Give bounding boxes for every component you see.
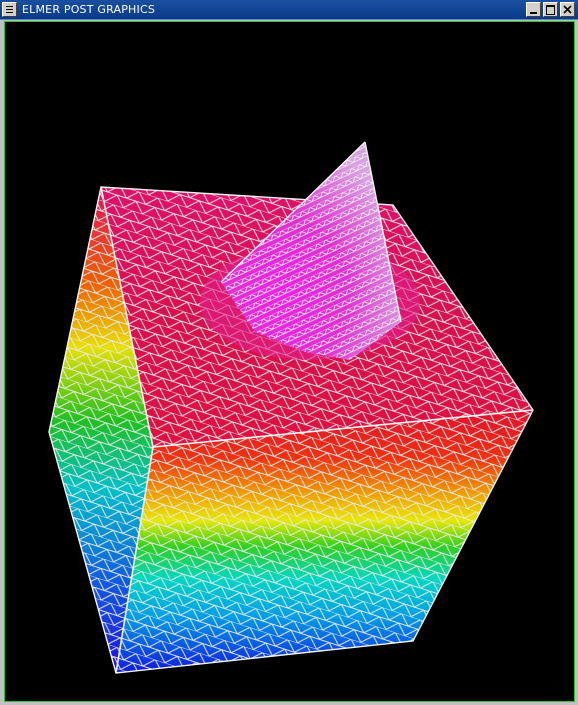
window-title: ELMER POST GRAPHICS xyxy=(22,3,156,16)
close-button[interactable] xyxy=(560,2,575,17)
maximize-button[interactable] xyxy=(543,2,558,17)
title-bar[interactable]: ELMER POST GRAPHICS xyxy=(0,0,578,20)
minimize-button[interactable] xyxy=(526,2,541,17)
render-canvas[interactable] xyxy=(5,22,574,701)
window-menu-icon[interactable] xyxy=(2,2,17,17)
cube-mesh[interactable] xyxy=(48,186,534,674)
graphics-viewport[interactable] xyxy=(4,21,575,702)
cone-mesh[interactable] xyxy=(200,141,420,360)
